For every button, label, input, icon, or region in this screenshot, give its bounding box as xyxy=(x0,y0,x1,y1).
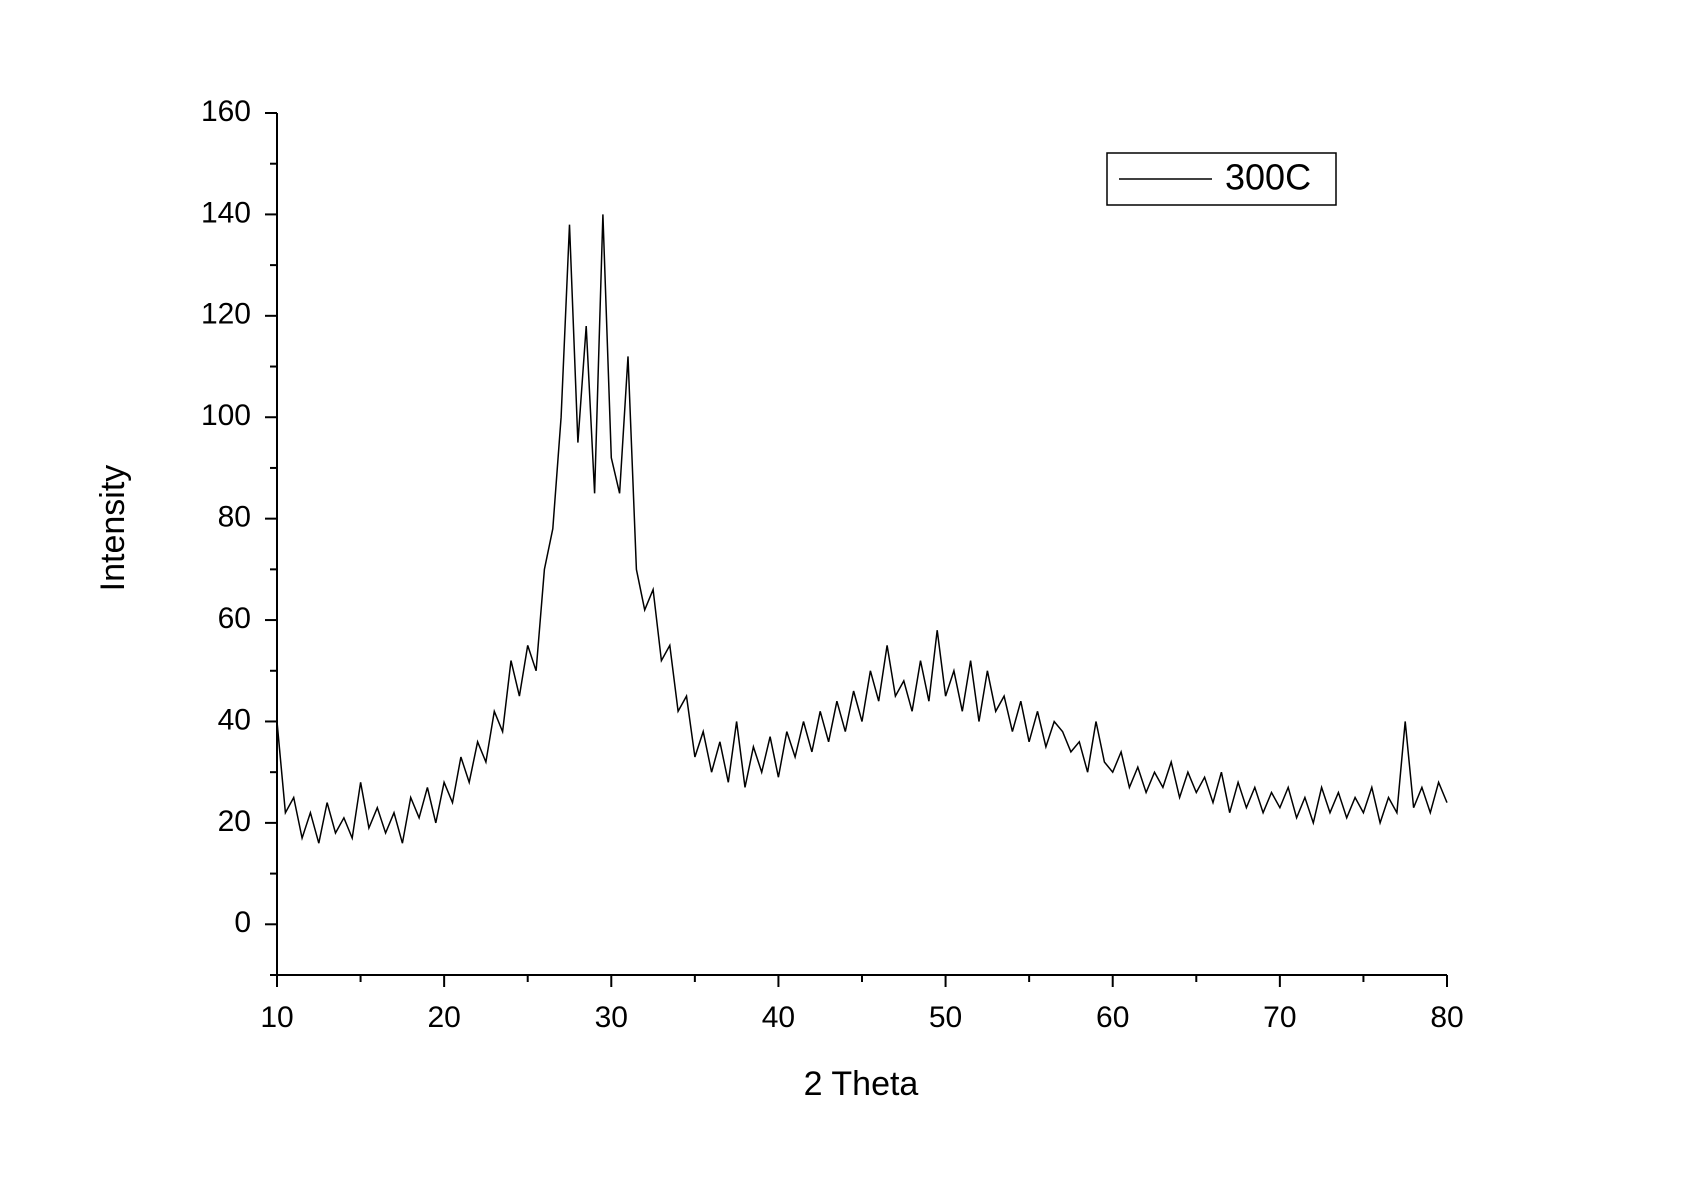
x-tick-label: 80 xyxy=(1430,1001,1463,1034)
y-tick-label: 60 xyxy=(218,602,251,635)
data-line xyxy=(276,214,1448,844)
x-tick-label: 60 xyxy=(1096,1001,1129,1034)
y-tick-label: 140 xyxy=(201,196,251,229)
y-tick-label: 20 xyxy=(218,805,251,838)
y-tick-label: 0 xyxy=(234,906,251,939)
x-tick-label: 40 xyxy=(762,1001,795,1034)
x-tick-label: 70 xyxy=(1263,1001,1296,1034)
x-tick-label: 20 xyxy=(427,1001,460,1034)
x-tick-label: 50 xyxy=(929,1001,962,1034)
x-tick-label: 10 xyxy=(260,1001,293,1034)
legend-label: 300C xyxy=(1225,157,1311,198)
x-axis-title: 2 Theta xyxy=(804,1065,919,1103)
y-tick-label: 40 xyxy=(218,703,251,736)
y-axis-title: Intensity xyxy=(94,465,132,592)
y-tick-label: 100 xyxy=(201,399,251,432)
y-tick-label: 120 xyxy=(201,298,251,331)
y-tick-label: 160 xyxy=(201,95,251,128)
x-tick-label: 30 xyxy=(595,1001,628,1034)
y-tick-label: 80 xyxy=(218,501,251,534)
